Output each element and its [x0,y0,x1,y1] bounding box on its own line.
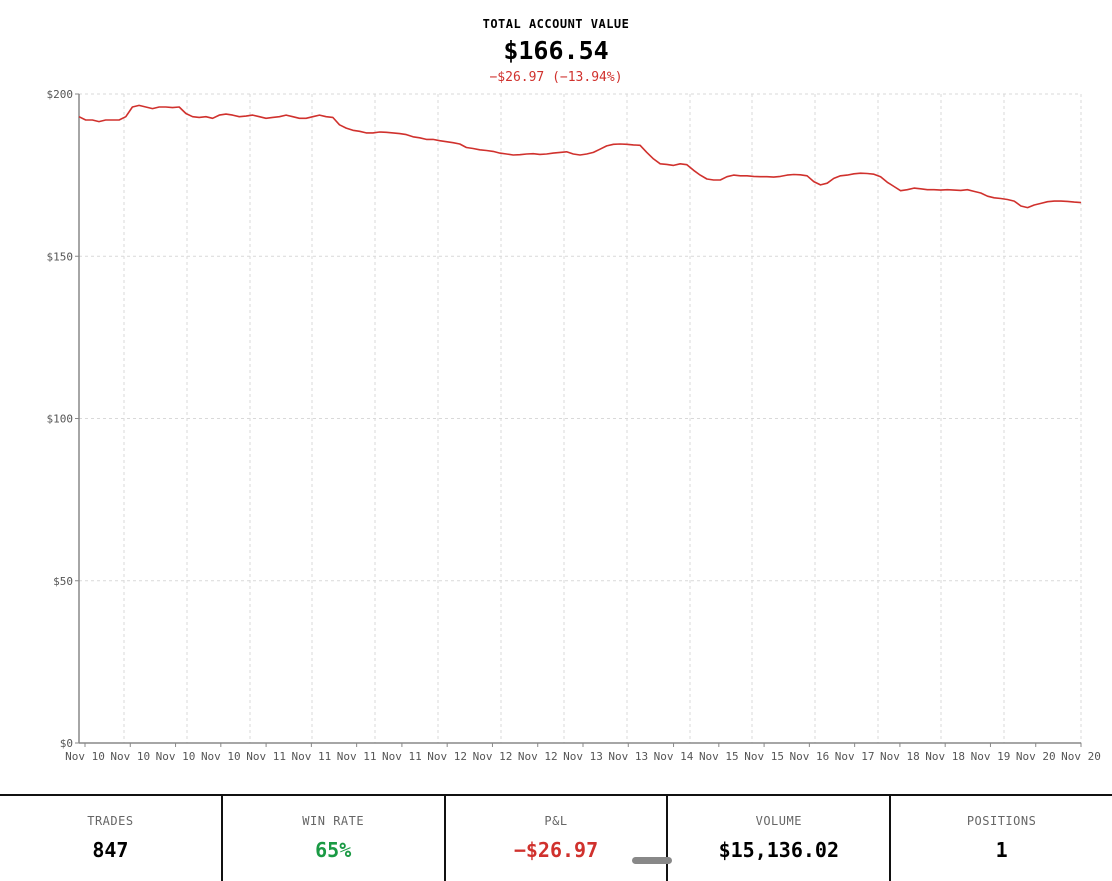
stat-value: 1 [995,838,1008,862]
x-tick-label: Nov 11 [246,750,286,763]
x-tick-label: Nov 20 [1061,750,1101,763]
x-tick-label: Nov 10 [201,750,241,763]
account-value-line [78,104,1082,209]
scroll-handle[interactable] [632,857,672,864]
x-tick-label: Nov 11 [382,750,422,763]
account-title: TOTAL ACCOUNT VALUE [482,17,630,31]
x-tick-label: Nov 11 [291,750,331,763]
stat-label: VOLUME [755,814,802,828]
account-value-chart: $0 $50 $100 $150 $200 Nov 10 Nov 10 Nov 10 Nov 1… [47,88,1101,763]
stat-volume: VOLUME $15,136.02 [666,796,889,881]
stat-value: 847 [92,838,129,862]
stat-value: 65% [315,838,352,862]
account-change: −$26.97 (−13.94%) [489,70,623,85]
stat-label: TRADES [87,814,134,828]
x-tick-label: Nov 14 [654,750,694,763]
x-tick-label: Nov 18 [880,750,920,763]
stat-value: −$26.97 [513,838,599,862]
stat-positions: POSITIONS 1 [889,796,1112,881]
y-tick-label: $50 [53,575,73,588]
x-tick-label: Nov 12 [518,750,558,763]
y-tick-label: $0 [60,737,73,750]
x-tick-label: Nov 18 [925,750,965,763]
y-tick-label: $100 [47,413,74,426]
account-value: $166.54 [503,36,609,65]
stat-label: POSITIONS [966,814,1037,828]
x-tick-label: Nov 13 [608,750,648,763]
stat-label: P&L [544,814,568,828]
stat-pnl: P&L −$26.97 [443,796,667,881]
y-tick-label: $150 [47,250,74,263]
x-tick-label: Nov 12 [473,750,513,763]
x-tick-label: Nov 10 [110,750,150,763]
stat-value: $15,136.02 [718,838,839,862]
x-tick-label: Nov 15 [744,750,784,763]
x-tick-label: Nov 10 [156,750,196,763]
y-tick-label: $200 [47,88,74,101]
x-tick-label: Nov 13 [563,750,603,763]
x-tick-label: Nov 16 [789,750,829,763]
x-tick-label: Nov 17 [835,750,875,763]
stats-bar: TRADES 847 WIN RATE 65% P&L −$26.97 VOLU… [0,794,1112,881]
x-tick-label: Nov 20 [1016,750,1056,763]
stat-trades: TRADES 847 [0,796,221,881]
x-tick-label: Nov 11 [337,750,377,763]
x-tick-label: Nov 19 [971,750,1011,763]
x-tick-label: Nov 15 [699,750,739,763]
stat-win-rate: WIN RATE 65% [220,796,444,881]
x-tick-label: Nov 10 [65,750,105,763]
x-tick-label: Nov 12 [427,750,467,763]
stat-label: WIN RATE [302,814,365,828]
